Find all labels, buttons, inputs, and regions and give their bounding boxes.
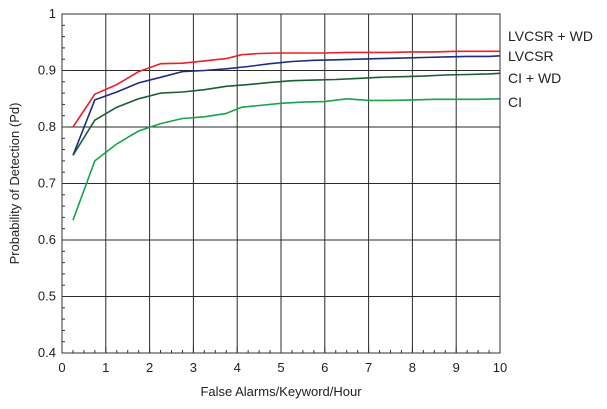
minor-ticks [61, 13, 501, 354]
y-tick-label: 0.9 [38, 63, 56, 78]
y-axis-title: Probability of Detection (Pd) [7, 103, 22, 265]
legend-label: CI + WD [508, 70, 561, 86]
x-axis-title: False Alarms/Keyword/Hour [200, 384, 362, 399]
plot-frame [61, 13, 501, 354]
x-tick-label: 5 [277, 360, 284, 375]
series-line-ci-wd [72, 72, 501, 156]
x-tick-label: 0 [58, 360, 65, 375]
x-tick-label: 3 [190, 360, 197, 375]
grid-lines [62, 14, 500, 353]
x-tick-label: 1 [102, 360, 109, 375]
series-line-lvcsr [72, 55, 501, 156]
y-tick-labels: 0.4 0.5 0.6 0.7 0.8 0.9 1 [38, 6, 56, 360]
x-tick-label: 4 [234, 360, 241, 375]
legend-label: LVCSR + WD [508, 28, 593, 44]
series-line-lvcsr-wd [72, 50, 500, 128]
x-tick-label: 2 [146, 360, 153, 375]
series-lines [72, 50, 501, 221]
y-tick-label: 1 [49, 6, 56, 21]
legend-label: CI [508, 94, 522, 110]
legend: LVCSR + WD LVCSR CI + WD CI [508, 28, 593, 110]
y-tick-label: 0.5 [38, 289, 56, 304]
y-tick-label: 0.7 [38, 176, 56, 191]
x-tick-label: 8 [409, 360, 416, 375]
y-tick-label: 0.6 [38, 232, 56, 247]
x-tick-label: 9 [453, 360, 460, 375]
x-tick-label: 10 [493, 360, 507, 375]
y-tick-label: 0.4 [38, 345, 56, 360]
x-tick-labels: 0 1 2 3 4 5 6 7 8 9 10 [58, 360, 507, 375]
x-tick-label: 7 [365, 360, 372, 375]
series-line-ci [72, 98, 501, 221]
legend-label: LVCSR [508, 48, 554, 64]
x-tick-label: 6 [321, 360, 328, 375]
y-tick-label: 0.8 [38, 119, 56, 134]
